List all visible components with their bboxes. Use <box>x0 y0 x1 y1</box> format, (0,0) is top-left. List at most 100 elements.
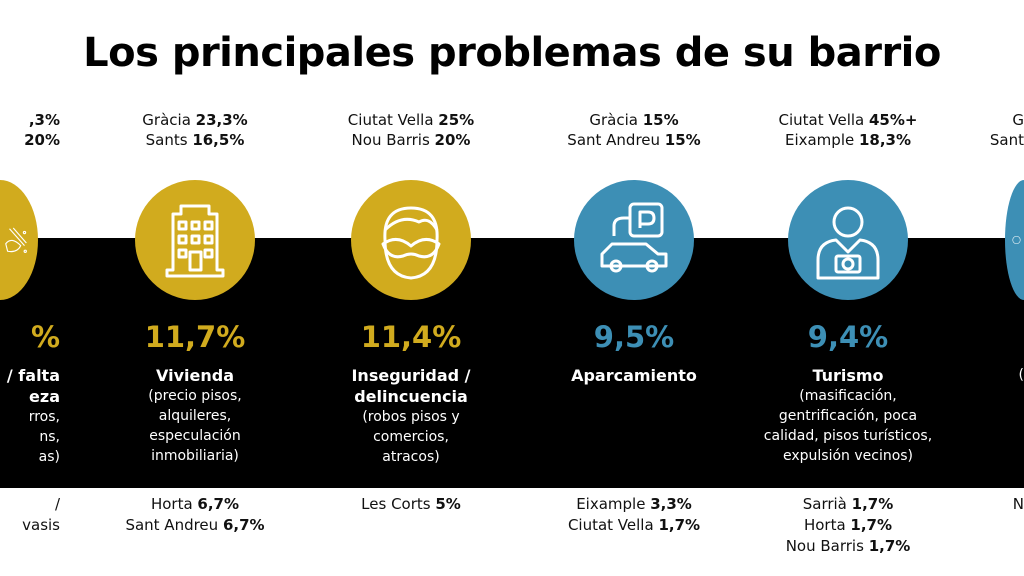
label-line: Vivienda <box>156 366 234 385</box>
label-line: / falta <box>6 366 60 385</box>
district-line: Nou Barris 1,7% <box>738 536 958 557</box>
icon-circle <box>0 180 38 300</box>
district-name: Nou Barris <box>351 131 435 149</box>
page-title: Los principales problemas de su barrio <box>83 30 941 76</box>
description-line: ns, <box>39 429 60 445</box>
district-line: Les Corts 5% <box>301 494 521 515</box>
problem-label: ( <box>964 365 1024 385</box>
bottom-districts: Les Corts 5% <box>301 494 521 515</box>
problem-percent: 11,7% <box>144 320 246 354</box>
icon-circle <box>788 180 908 300</box>
district-line: Nou Barris 20% <box>301 130 521 150</box>
top-districts: Gràcia 15% Sant Andreu 15% <box>524 110 744 150</box>
bottom-districts: / vasis <box>0 494 60 536</box>
label-line: delincuencia <box>354 387 468 406</box>
district-name: Sant <box>989 131 1024 149</box>
description-line: calidad, pisos turísticos, <box>763 428 933 444</box>
problem-label: Aparcamiento <box>524 365 744 386</box>
problem-label: / falta eza rros, ns, as) <box>0 365 60 467</box>
district-value: 6,7% <box>222 516 265 534</box>
district-value: 23,3% <box>195 111 248 129</box>
district-name: Sant Andreu <box>567 131 665 149</box>
district-value: 1,7% <box>851 495 894 513</box>
district-line: Sarrià 1,7% <box>738 494 958 515</box>
partial-icon <box>1012 235 1021 245</box>
problem-column: Gràcia 15% Sant Andreu 15% 9,5% Aparcamient… <box>524 0 744 576</box>
district-name: Sant Andreu <box>125 516 223 534</box>
description-line: alquileres, <box>158 408 232 424</box>
district-name: Eixample <box>784 131 859 149</box>
district-line: Sant <box>964 130 1024 150</box>
district-name: Gràcia <box>589 111 643 129</box>
district-line: / <box>0 494 60 515</box>
district-line: Sant Andreu 15% <box>524 130 744 150</box>
district-line: Gràcia 15% <box>524 110 744 130</box>
district-name: Les Corts <box>361 495 436 513</box>
district-value: 1,7% <box>868 537 911 555</box>
district-line: ,3% <box>0 110 60 130</box>
district-value: 25% <box>438 111 475 129</box>
district-name: / <box>54 495 60 513</box>
district-name: Horta <box>150 495 198 513</box>
district-line: Sant Andreu 6,7% <box>85 515 305 536</box>
district-value: 45%+ <box>869 111 918 129</box>
description-line: (precio pisos, <box>148 388 242 404</box>
label-line: eza <box>29 387 60 406</box>
district-name: vasis <box>22 516 60 534</box>
district-line: Ciutat Vella 25% <box>301 110 521 130</box>
district-name: Horta <box>803 516 851 534</box>
top-districts: ,3% 20% <box>0 110 60 150</box>
district-line: Ciutat Vella 45%+ <box>738 110 958 130</box>
problem-column: Gràcia 23,3% Sants 16,5% 11,7% Vivienda (pre… <box>85 0 305 576</box>
district-value: 5% <box>435 495 461 513</box>
label-line: Aparcamiento <box>571 366 697 385</box>
bottom-districts: Eixample 3,3% Ciutat Vella 1,7% <box>524 494 744 536</box>
district-line: Horta 1,7% <box>738 515 958 536</box>
district-name: Eixample <box>576 495 651 513</box>
problem-column: G Sant ( N <box>964 0 1024 576</box>
district-line: Sants 16,5% <box>85 130 305 150</box>
district-line: 20% <box>0 130 60 150</box>
district-name: Sarrià <box>802 495 852 513</box>
tourist-camera-icon <box>816 206 880 280</box>
description-line: atracos) <box>382 449 440 465</box>
icon-circle <box>351 180 471 300</box>
building-icon <box>165 204 225 278</box>
top-districts: Ciutat Vella 25% Nou Barris 20% <box>301 110 521 150</box>
district-value: 20% <box>434 131 471 149</box>
problem-column: Ciutat Vella 45%+ Eixample 18,3% 9,4% Turis… <box>738 0 958 576</box>
description-line: as) <box>38 449 60 465</box>
district-value: 3,3% <box>650 495 692 513</box>
bottom-districts: Horta 6,7% Sant Andreu 6,7% <box>85 494 305 536</box>
district-value: ,3% <box>28 111 60 129</box>
problem-column: ,3% 20%% / falta eza rros, ns, as) / vasis <box>0 0 60 576</box>
icon-circle <box>1005 180 1024 300</box>
top-districts: Ciutat Vella 45%+ Eixample 18,3% <box>738 110 958 150</box>
bottom-districts: Sarrià 1,7% Horta 1,7% Nou Barris 1,7% <box>738 494 958 557</box>
icon-circle <box>574 180 694 300</box>
district-line: N <box>964 494 1024 515</box>
masked-thief-icon <box>381 206 441 280</box>
problem-label: Vivienda (precio pisos, alquileres, especul… <box>85 365 305 466</box>
bottom-districts: N <box>964 494 1024 515</box>
problem-percent: 9,5% <box>593 320 675 354</box>
description-line: ( <box>1018 367 1024 383</box>
district-name: Nou Barris <box>785 537 869 555</box>
district-name: G <box>1012 111 1024 129</box>
problem-percent: 11,4% <box>360 320 462 354</box>
district-value: 18,3% <box>858 131 912 149</box>
district-line: Eixample 18,3% <box>738 130 958 150</box>
district-line: Ciutat Vella 1,7% <box>524 515 744 536</box>
district-name: Gràcia <box>142 111 196 129</box>
district-value: 15% <box>664 131 701 149</box>
description-line: (robos pisos y <box>362 409 460 425</box>
cleaning-broom-icon <box>5 227 27 253</box>
district-name: Sants <box>145 131 193 149</box>
top-districts: G Sant <box>964 110 1024 150</box>
top-districts: Gràcia 23,3% Sants 16,5% <box>85 110 305 150</box>
district-name: Ciutat Vella <box>778 111 869 129</box>
district-line: vasis <box>0 515 60 536</box>
district-line: Horta 6,7% <box>85 494 305 515</box>
district-value: 1,7% <box>850 516 893 534</box>
district-name: N <box>1012 495 1024 513</box>
